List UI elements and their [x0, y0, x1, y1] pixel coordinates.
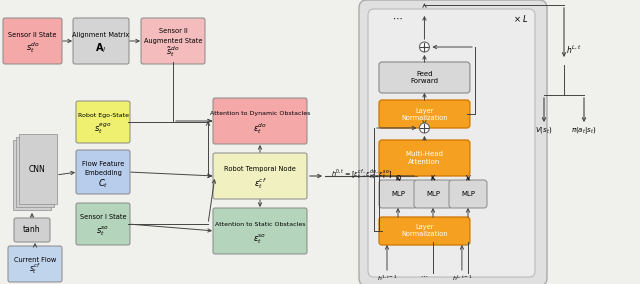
Bar: [16, 137, 54, 207]
FancyBboxPatch shape: [449, 180, 487, 208]
Text: MLP: MLP: [426, 191, 440, 197]
Text: CNN: CNN: [29, 166, 45, 174]
FancyBboxPatch shape: [368, 9, 535, 277]
Bar: [19, 134, 57, 204]
Text: Layer
Normalization: Layer Normalization: [401, 108, 448, 120]
FancyBboxPatch shape: [379, 217, 470, 245]
Text: Sensor II State: Sensor II State: [8, 32, 57, 38]
FancyBboxPatch shape: [213, 208, 307, 254]
Text: K: K: [431, 175, 435, 181]
Text: $\cdots$: $\cdots$: [392, 13, 403, 23]
Text: $\tilde{s}_t^{do}$: $\tilde{s}_t^{do}$: [166, 45, 180, 59]
Text: $\epsilon_t^{do}$: $\epsilon_t^{do}$: [253, 122, 267, 136]
Text: Layer
Normalization: Layer Normalization: [401, 224, 448, 237]
FancyBboxPatch shape: [76, 150, 130, 194]
FancyBboxPatch shape: [14, 218, 50, 242]
FancyBboxPatch shape: [379, 180, 417, 208]
Text: MLP: MLP: [461, 191, 475, 197]
FancyBboxPatch shape: [379, 140, 470, 176]
FancyBboxPatch shape: [379, 100, 470, 128]
Text: $\times$ $L$: $\times$ $L$: [513, 12, 529, 24]
Text: Current Flow: Current Flow: [14, 257, 56, 263]
Text: $h^{L,t-1}$: $h^{L,t-1}$: [452, 273, 472, 283]
Text: Attention to Static Obstacles: Attention to Static Obstacles: [215, 222, 305, 227]
FancyBboxPatch shape: [213, 153, 307, 199]
Text: Robot Ego-State: Robot Ego-State: [77, 112, 129, 118]
Text: Alignment Matrix: Alignment Matrix: [72, 32, 130, 38]
Text: $V(s_t)$: $V(s_t)$: [535, 125, 553, 135]
Text: $s_t^{do}$: $s_t^{do}$: [26, 41, 40, 55]
Text: $\cdots$: $\cdots$: [420, 272, 429, 278]
Text: V: V: [466, 175, 470, 181]
Text: $s_t^{cf}$: $s_t^{cf}$: [29, 262, 41, 276]
FancyBboxPatch shape: [359, 0, 547, 284]
FancyBboxPatch shape: [414, 180, 452, 208]
FancyBboxPatch shape: [73, 18, 129, 64]
FancyBboxPatch shape: [213, 98, 307, 144]
FancyBboxPatch shape: [379, 62, 470, 93]
Text: $C_t$: $C_t$: [98, 178, 108, 190]
Text: $h^{0,t} = [\epsilon_t^{cf}; \epsilon_t^{do}; \epsilon_t^{so}]$: $h^{0,t} = [\epsilon_t^{cf}; \epsilon_t^…: [332, 168, 393, 181]
FancyBboxPatch shape: [3, 18, 62, 64]
Text: $\mathbf{A}_l$: $\mathbf{A}_l$: [95, 41, 107, 55]
Text: Attention to Dynamic Obstacles: Attention to Dynamic Obstacles: [210, 112, 310, 116]
Text: Multi-Head
Attention: Multi-Head Attention: [406, 151, 444, 164]
FancyBboxPatch shape: [8, 246, 62, 282]
Text: Q: Q: [396, 175, 401, 181]
Text: Sensor I State: Sensor I State: [80, 214, 126, 220]
Text: Embedding: Embedding: [84, 170, 122, 176]
Text: Flow Feature: Flow Feature: [82, 161, 124, 167]
FancyBboxPatch shape: [76, 203, 130, 245]
Text: tanh: tanh: [23, 225, 41, 235]
FancyBboxPatch shape: [141, 18, 205, 64]
Text: $h^{1,t-1}$: $h^{1,t-1}$: [376, 273, 397, 283]
Text: $h^{L,t}$: $h^{L,t}$: [566, 44, 582, 56]
Text: Robot Temporal Node: Robot Temporal Node: [224, 166, 296, 172]
Text: $\epsilon_t^{so}$: $\epsilon_t^{so}$: [253, 232, 267, 246]
Text: $s_t^{ego}$: $s_t^{ego}$: [94, 122, 112, 136]
Text: $\epsilon_t^{cf}$: $\epsilon_t^{cf}$: [253, 177, 266, 191]
Text: Feed
Forward: Feed Forward: [410, 71, 438, 84]
Text: Augmented State: Augmented State: [144, 38, 202, 44]
Bar: [13, 140, 51, 210]
FancyBboxPatch shape: [76, 101, 130, 143]
Text: $s_t^{so}$: $s_t^{so}$: [97, 224, 109, 238]
Text: MLP: MLP: [391, 191, 405, 197]
Circle shape: [419, 42, 429, 52]
Text: Sensor II: Sensor II: [159, 28, 188, 34]
Circle shape: [419, 123, 429, 133]
Text: $\pi(a_t|s_t)$: $\pi(a_t|s_t)$: [571, 124, 597, 135]
